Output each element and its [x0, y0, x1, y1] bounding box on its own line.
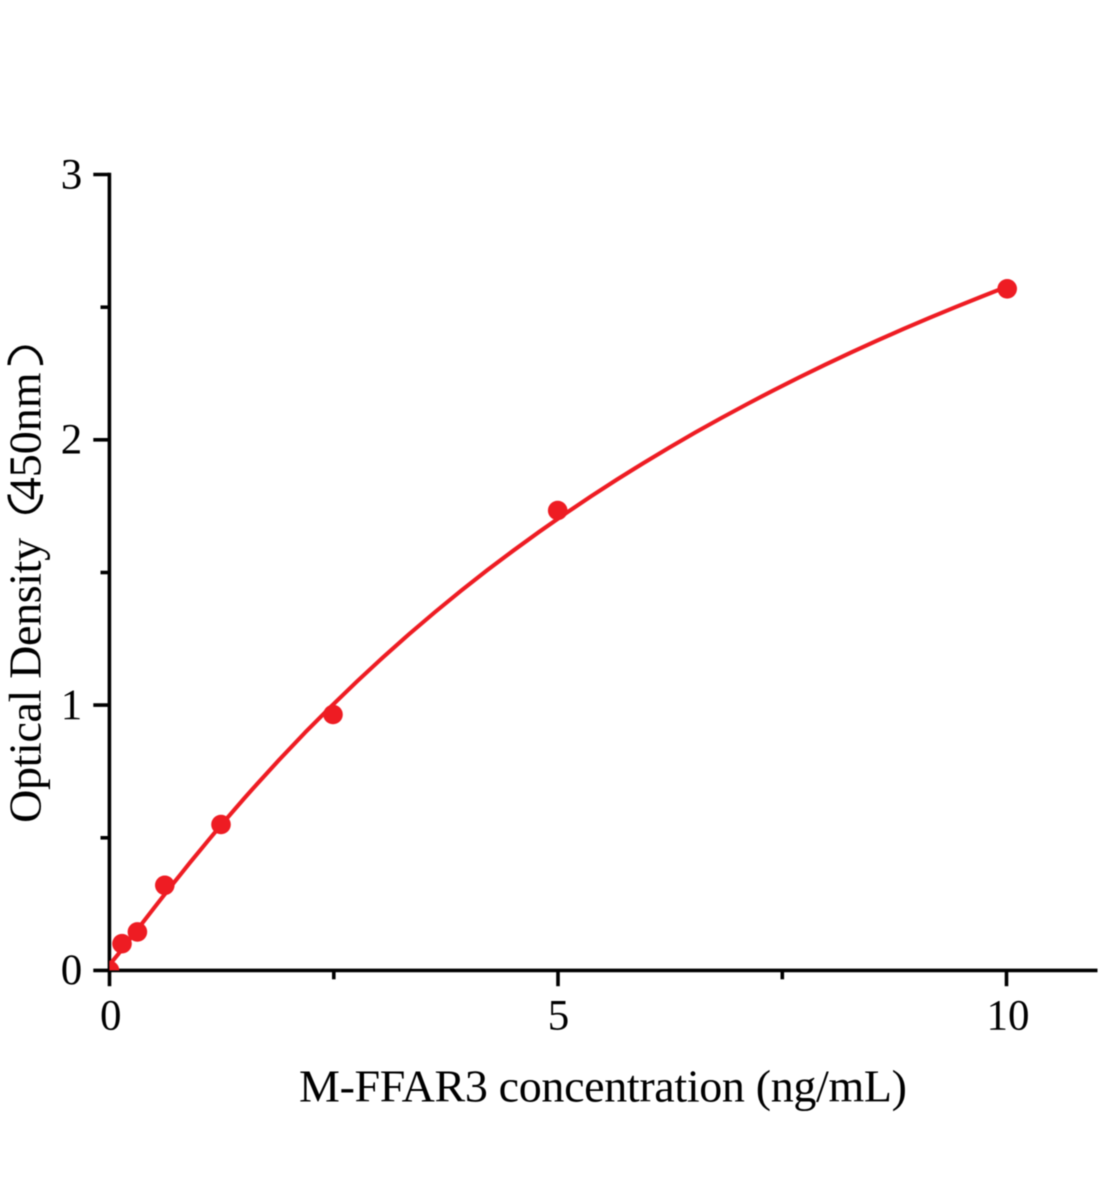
svg-text:3: 3 [61, 151, 83, 198]
svg-text:450nm: 450nm [0, 372, 51, 500]
svg-text:5: 5 [548, 993, 570, 1040]
svg-text:0: 0 [61, 947, 83, 994]
svg-text:Optical Density: Optical Density [0, 538, 51, 823]
svg-text:10: 10 [987, 993, 1030, 1040]
svg-text:1: 1 [61, 682, 83, 729]
svg-text:0: 0 [100, 993, 122, 1040]
svg-text:2: 2 [61, 417, 83, 464]
svg-text:M-FFAR3 concentration (ng/mL): M-FFAR3 concentration (ng/mL) [299, 1060, 907, 1111]
